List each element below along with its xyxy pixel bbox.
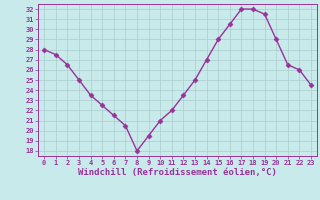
X-axis label: Windchill (Refroidissement éolien,°C): Windchill (Refroidissement éolien,°C): [78, 168, 277, 177]
